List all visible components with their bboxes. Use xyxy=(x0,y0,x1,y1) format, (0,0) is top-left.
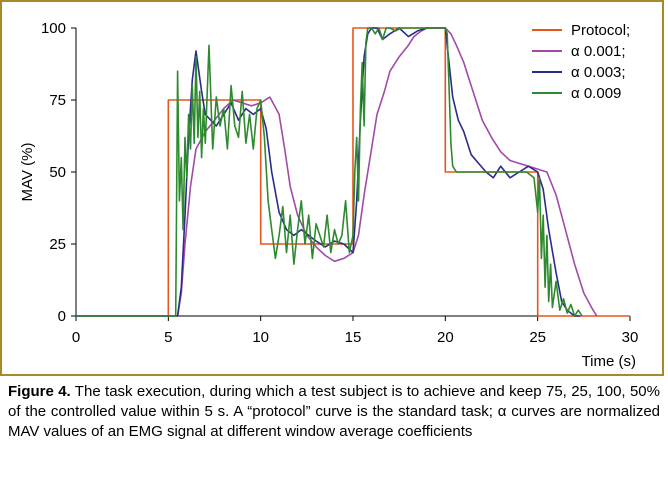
x-tick-label: 15 xyxy=(345,329,362,346)
figure-caption: Figure 4. The task execution, during whi… xyxy=(8,382,660,442)
x-tick-label: 20 xyxy=(437,329,454,346)
y-tick-label: 100 xyxy=(41,20,66,37)
ticks: 0 5 10 15 20 25 30 0 25 50 75 100 xyxy=(41,20,638,346)
legend: Protocol; α 0.001; α 0.003; α 0.009 xyxy=(532,22,630,102)
caption-text: The task execution, during which a test … xyxy=(8,383,660,440)
legend-label: Protocol; xyxy=(571,22,630,39)
y-axis-title: MAV (%) xyxy=(19,143,36,202)
legend-label: α 0.001; xyxy=(571,43,626,60)
x-tick-label: 5 xyxy=(164,329,172,346)
y-tick-label: 75 xyxy=(49,92,66,109)
series-line-0 xyxy=(76,27,630,317)
series-lines xyxy=(76,27,630,317)
x-tick-label: 25 xyxy=(529,329,546,346)
series-line-3 xyxy=(76,27,583,317)
x-tick-label: 10 xyxy=(252,329,269,346)
caption-label: Figure 4. xyxy=(8,383,71,400)
legend-label: α 0.009 xyxy=(571,85,621,102)
y-tick-label: 50 xyxy=(49,164,66,181)
legend-label: α 0.003; xyxy=(571,64,626,81)
x-axis-title: Time (s) xyxy=(582,353,636,370)
x-tick-label: 30 xyxy=(622,329,639,346)
y-tick-label: 25 xyxy=(49,236,66,253)
y-tick-label: 0 xyxy=(58,308,66,325)
x-tick-label: 0 xyxy=(72,329,80,346)
